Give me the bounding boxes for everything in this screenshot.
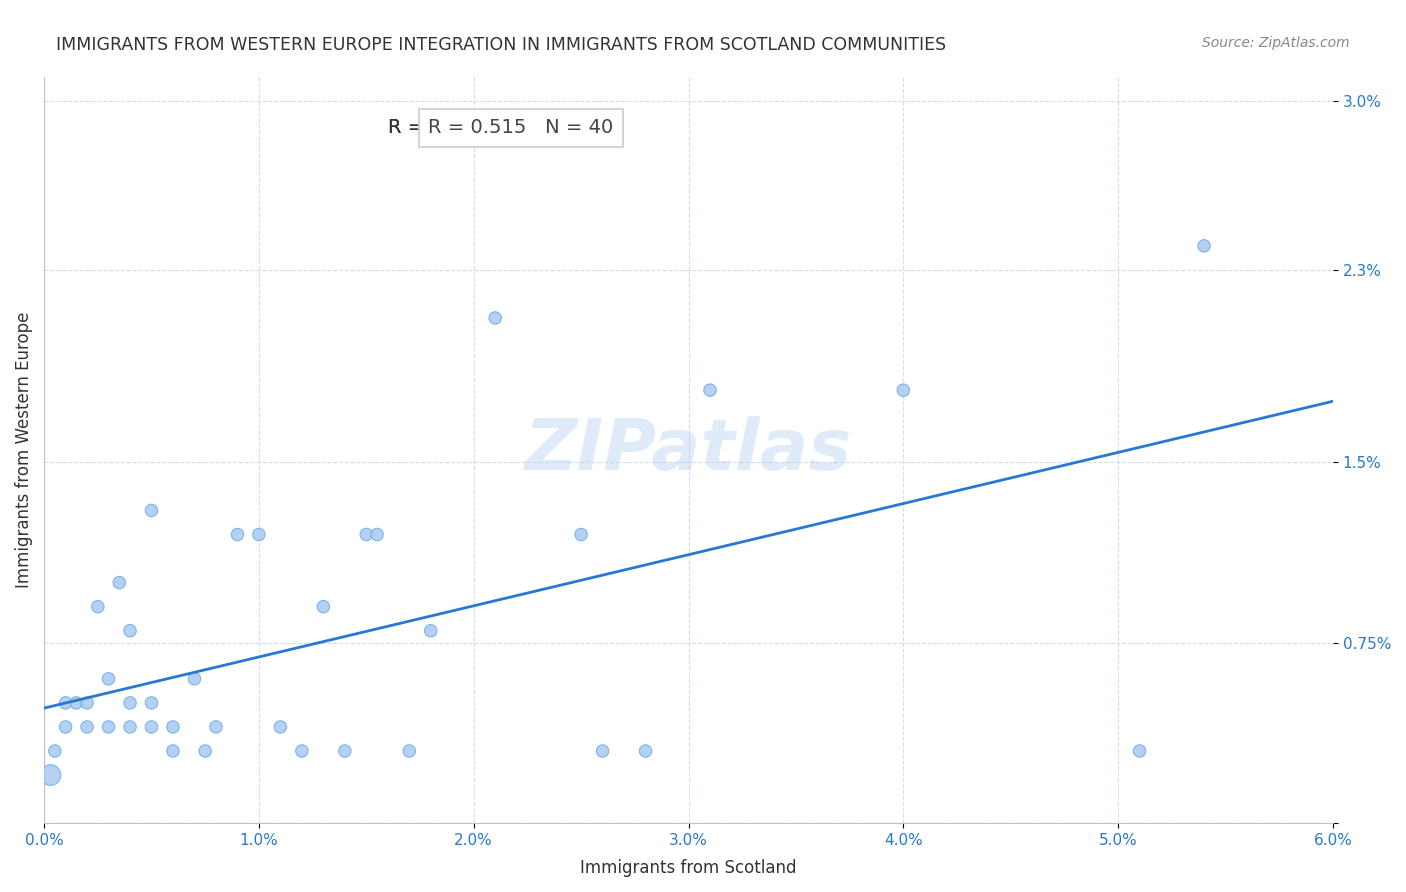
Point: [269, 720, 291, 734]
Point: [194, 744, 217, 758]
Point: [118, 624, 141, 638]
Point: [699, 383, 721, 397]
Point: [592, 744, 614, 758]
Point: [55, 696, 77, 710]
Point: [1129, 744, 1152, 758]
Point: [87, 599, 110, 614]
Point: [183, 672, 205, 686]
Point: [108, 575, 131, 590]
Point: [65, 696, 87, 710]
X-axis label: Immigrants from Scotland: Immigrants from Scotland: [581, 859, 797, 877]
Point: [162, 720, 184, 734]
Point: [141, 503, 163, 517]
Point: [39, 768, 62, 782]
Text: R = 0.515   N = 40: R = 0.515 N = 40: [429, 119, 613, 137]
Point: [226, 527, 249, 541]
Point: [44, 744, 66, 758]
Point: [76, 720, 98, 734]
Point: [891, 383, 914, 397]
Point: [97, 672, 120, 686]
Point: [291, 744, 314, 758]
Point: [55, 720, 77, 734]
Y-axis label: Immigrants from Western Europe: Immigrants from Western Europe: [15, 312, 32, 589]
Point: [247, 527, 270, 541]
Point: [356, 527, 378, 541]
Point: [419, 624, 441, 638]
Point: [1192, 239, 1215, 253]
Point: [484, 310, 506, 325]
Text: ZIPatlas: ZIPatlas: [524, 416, 852, 485]
Point: [312, 599, 335, 614]
Point: [398, 744, 420, 758]
Point: [97, 720, 120, 734]
Point: [118, 696, 141, 710]
Text: IMMIGRANTS FROM WESTERN EUROPE INTEGRATION IN IMMIGRANTS FROM SCOTLAND COMMUNITI: IMMIGRANTS FROM WESTERN EUROPE INTEGRATI…: [56, 36, 946, 54]
Point: [162, 744, 184, 758]
Point: [366, 527, 388, 541]
Point: [634, 744, 657, 758]
Point: [118, 720, 141, 734]
Text: Source: ZipAtlas.com: Source: ZipAtlas.com: [1202, 36, 1350, 50]
Point: [141, 696, 163, 710]
Point: [76, 696, 98, 710]
Point: [141, 720, 163, 734]
Text: R =: R =: [388, 119, 430, 137]
Point: [569, 527, 592, 541]
Point: [333, 744, 356, 758]
Text: R =: R =: [388, 119, 430, 137]
Point: [205, 720, 228, 734]
